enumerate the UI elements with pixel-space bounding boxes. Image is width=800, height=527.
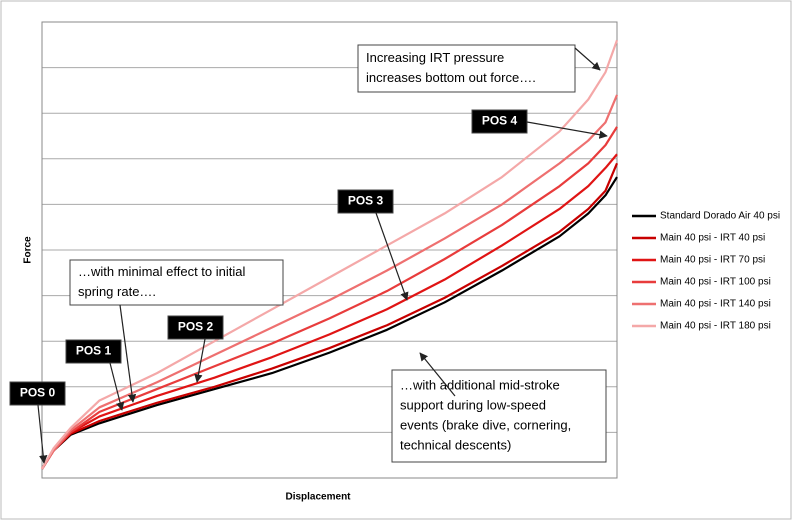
- series-line: [41, 39, 619, 470]
- position-label-box: [65, 339, 122, 364]
- annotation-box: [357, 44, 576, 93]
- arrow: [526, 121, 608, 139]
- arrow: [119, 304, 137, 403]
- series-line: [41, 162, 619, 470]
- series-line: [41, 126, 618, 470]
- position-label: POS 4: [482, 114, 518, 128]
- annotation-text: support during low-speed: [400, 397, 546, 412]
- legend-label: Main 40 psi - IRT 100 psi: [660, 277, 771, 288]
- arrow: [109, 362, 125, 411]
- annotation-box: [391, 369, 607, 463]
- plot-area: [41, 21, 618, 479]
- frame: [0, 0, 792, 520]
- x-axis-label: Displacement: [285, 492, 351, 503]
- position-label: POS 1: [76, 344, 112, 358]
- position-label-box: [167, 315, 224, 340]
- annotation-text: technical descents): [400, 437, 511, 452]
- annotation-text: Increasing IRT pressure: [366, 50, 504, 65]
- position-label-box: [471, 109, 528, 134]
- legend-label: Main 40 psi - IRT 180 psi: [660, 321, 771, 332]
- annotation-text: …with additional mid-stroke: [400, 377, 560, 392]
- arrows: [37, 47, 608, 464]
- legend-label: Main 40 psi - IRT 70 psi: [660, 255, 765, 266]
- arrow: [419, 352, 456, 397]
- series-line: [41, 94, 619, 470]
- legend-label: Main 40 psi - IRT 140 psi: [660, 299, 771, 310]
- position-label: POS 2: [178, 320, 214, 334]
- y-axis-label: Force: [23, 236, 34, 264]
- arrow: [375, 212, 409, 301]
- series-line: [41, 153, 618, 470]
- arrow: [574, 47, 601, 71]
- position-label: POS 3: [348, 194, 384, 208]
- position-label-box: [9, 381, 66, 406]
- annotation-box: [69, 259, 284, 306]
- position-label-box: [337, 189, 394, 214]
- annotation-text: events (brake dive, cornering,: [400, 417, 571, 432]
- arrow: [194, 338, 206, 383]
- annotation-text: spring rate….: [78, 284, 156, 299]
- legend-label: Main 40 psi - IRT 40 psi: [660, 233, 765, 244]
- arrow: [37, 404, 48, 464]
- legend-label: Standard Dorado Air 40 psi: [660, 211, 780, 222]
- series-line: [41, 176, 618, 470]
- position-label: POS 0: [20, 386, 56, 400]
- annotation-text: …with minimal effect to initial: [78, 264, 245, 279]
- annotation-text: increases bottom out force….: [366, 70, 536, 85]
